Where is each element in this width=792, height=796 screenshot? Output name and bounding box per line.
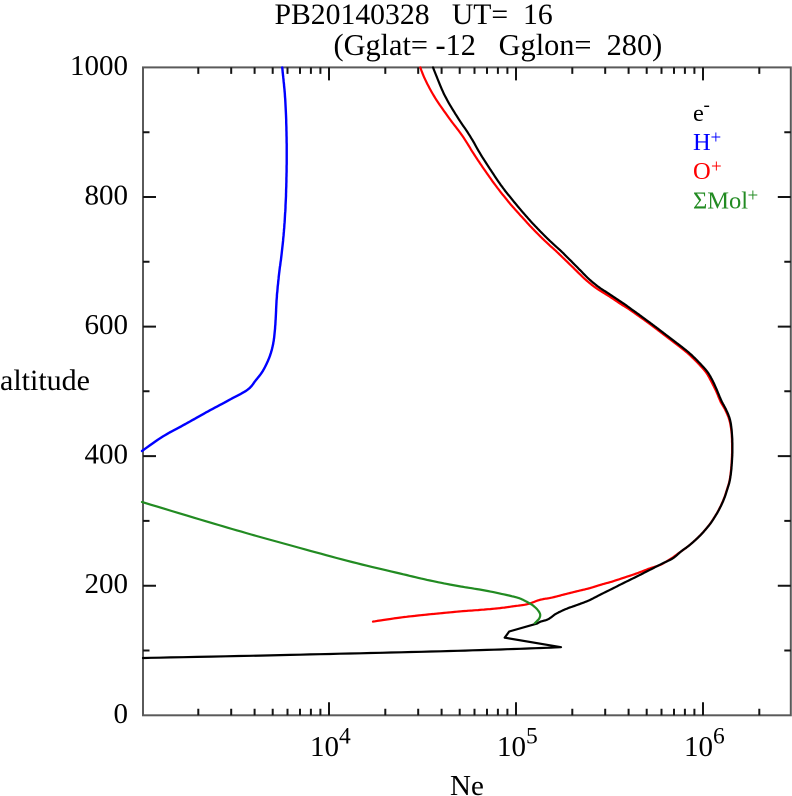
svg-text:PB20140328 UT= 16: PB20140328 UT= 16	[275, 0, 553, 31]
svg-text:10: 10	[684, 731, 713, 763]
svg-text:O: O	[693, 158, 711, 185]
svg-text:5: 5	[526, 724, 538, 750]
svg-text:+: +	[711, 157, 722, 178]
svg-text:H: H	[693, 129, 711, 156]
svg-text:1000: 1000	[70, 50, 128, 82]
svg-text:200: 200	[85, 568, 129, 600]
svg-text:-: -	[704, 95, 710, 116]
svg-text:600: 600	[85, 309, 129, 341]
svg-text:0: 0	[114, 698, 129, 730]
svg-text:+: +	[748, 186, 759, 207]
svg-text:altitude: altitude	[0, 364, 90, 397]
svg-text:800: 800	[85, 180, 129, 212]
svg-text:+: +	[711, 128, 722, 149]
svg-text:4: 4	[339, 724, 351, 750]
svg-text:10: 10	[497, 731, 526, 763]
svg-text:e: e	[693, 100, 704, 127]
svg-text:6: 6	[713, 724, 725, 750]
svg-text:400: 400	[85, 439, 129, 471]
svg-text:(Gglat= -12 Gglon= 280): (Gglat= -12 Gglon= 280)	[334, 28, 663, 62]
svg-text:10: 10	[310, 731, 339, 763]
svg-text:ΣMol: ΣMol	[693, 188, 748, 215]
svg-text:Ne: Ne	[450, 770, 484, 796]
